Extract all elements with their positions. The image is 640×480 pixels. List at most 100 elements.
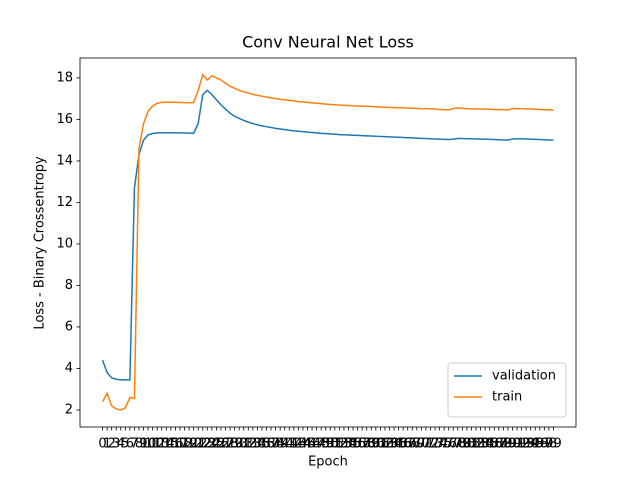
x-tick-label: 59 — [363, 437, 380, 452]
x-tick-label: 52 — [331, 437, 348, 452]
x-tick-label: 16 — [167, 437, 184, 452]
x-tick-label: 5 — [121, 437, 129, 452]
x-tick-label: 30 — [231, 437, 248, 452]
x-tick-label: 2 — [108, 437, 116, 452]
chart-title: Conv Neural Net Loss — [242, 33, 414, 52]
x-tick-label: 82 — [468, 437, 485, 452]
x-tick-label: 54 — [340, 437, 357, 452]
x-tick-label: 3 — [112, 437, 120, 452]
x-tick-label: 8 — [135, 437, 143, 452]
x-tick-label: 93 — [518, 437, 535, 452]
legend-label: train — [492, 390, 522, 405]
axes-frame — [79, 57, 577, 428]
y-tick-label: 16 — [56, 112, 73, 127]
x-tick-label: 13 — [153, 437, 170, 452]
x-tick-label: 44 — [295, 437, 312, 452]
y-tick-label: 14 — [56, 153, 73, 168]
y-tick-label: 18 — [56, 70, 73, 85]
x-tick-label: 83 — [472, 437, 489, 452]
x-tick-label: 99 — [545, 437, 562, 452]
x-tick-label: 10 — [140, 437, 157, 452]
x-tick-label: 33 — [245, 437, 262, 452]
x-tick-label: 34 — [249, 437, 266, 452]
x-tick-label: 22 — [194, 437, 211, 452]
x-tick-label: 20 — [185, 437, 202, 452]
x-tick-label: 27 — [217, 437, 234, 452]
x-tick-label: 28 — [222, 437, 239, 452]
x-tick-label: 98 — [541, 437, 558, 452]
x-tick-label: 23 — [199, 437, 216, 452]
x-tick-label: 77 — [445, 437, 462, 452]
x-tick-label: 38 — [267, 437, 284, 452]
x-tick-label: 92 — [513, 437, 530, 452]
y-tick-label: 10 — [56, 236, 73, 251]
x-tick-label: 39 — [272, 437, 289, 452]
data-line — [101, 89, 554, 381]
x-tick-label: 6 — [126, 437, 134, 452]
x-tick-label: 68 — [404, 437, 421, 452]
x-tick-label: 9 — [139, 437, 147, 452]
x-tick-label: 85 — [481, 437, 498, 452]
x-tick-label: 66 — [395, 437, 412, 452]
x-tick-label: 62 — [377, 437, 394, 452]
y-axis-label: Loss - Binary Crossentropy — [33, 156, 48, 330]
x-tick-label: 24 — [204, 437, 221, 452]
x-tick-label: 31 — [235, 437, 252, 452]
x-tick-label: 61 — [372, 437, 389, 452]
x-tick-label: 69 — [409, 437, 426, 452]
x-tick-label: 74 — [431, 437, 448, 452]
x-tick-label: 97 — [536, 437, 553, 452]
x-tick-label: 48 — [313, 437, 330, 452]
x-tick-label: 90 — [504, 437, 521, 452]
x-tick-label: 79 — [454, 437, 471, 452]
x-tick-label: 81 — [463, 437, 480, 452]
x-tick-label: 7 — [130, 437, 138, 452]
y-tick-label: 6 — [65, 319, 73, 334]
x-tick-label: 50 — [322, 437, 339, 452]
x-tick-label: 80 — [459, 437, 476, 452]
x-tick-label: 64 — [386, 437, 403, 452]
x-tick-label: 94 — [522, 437, 539, 452]
x-tick-label: 45 — [299, 437, 316, 452]
x-tick-label: 91 — [509, 437, 526, 452]
x-tick-label: 41 — [281, 437, 298, 452]
x-tick-label: 17 — [172, 437, 189, 452]
x-tick-label: 15 — [163, 437, 180, 452]
y-tick-label: 8 — [65, 278, 73, 293]
x-tick-label: 36 — [258, 437, 275, 452]
x-tick-label: 65 — [390, 437, 407, 452]
x-tick-label: 18 — [176, 437, 193, 452]
x-tick-label: 57 — [354, 437, 371, 452]
x-tick-label: 84 — [477, 437, 494, 452]
x-tick-label: 53 — [336, 437, 353, 452]
x-tick-label: 96 — [532, 437, 549, 452]
x-tick-label: 60 — [368, 437, 385, 452]
x-tick-label: 58 — [358, 437, 375, 452]
x-tick-label: 11 — [144, 437, 161, 452]
x-tick-label: 71 — [418, 437, 435, 452]
x-tick-label: 1 — [103, 437, 111, 452]
x-tick-label: 32 — [240, 437, 257, 452]
x-tick-label: 19 — [181, 437, 198, 452]
x-tick-label: 12 — [149, 437, 166, 452]
y-tick-label: 4 — [65, 361, 73, 376]
x-tick-label: 40 — [276, 437, 293, 452]
x-tick-label: 86 — [486, 437, 503, 452]
x-tick-label: 88 — [495, 437, 512, 452]
x-tick-label: 47 — [308, 437, 325, 452]
x-tick-label: 73 — [427, 437, 444, 452]
x-tick-label: 76 — [440, 437, 457, 452]
data-line — [101, 73, 554, 411]
x-tick-label: 42 — [286, 437, 303, 452]
x-tick-label: 55 — [345, 437, 362, 452]
x-tick-label: 49 — [317, 437, 334, 452]
x-tick-label: 21 — [190, 437, 207, 452]
x-tick-label: 56 — [349, 437, 366, 452]
x-tick-label: 35 — [254, 437, 271, 452]
x-tick-label: 75 — [436, 437, 453, 452]
x-tick-label: 70 — [413, 437, 430, 452]
x-tick-label: 43 — [290, 437, 307, 452]
x-tick-label: 29 — [226, 437, 243, 452]
x-tick-label: 4 — [117, 437, 125, 452]
